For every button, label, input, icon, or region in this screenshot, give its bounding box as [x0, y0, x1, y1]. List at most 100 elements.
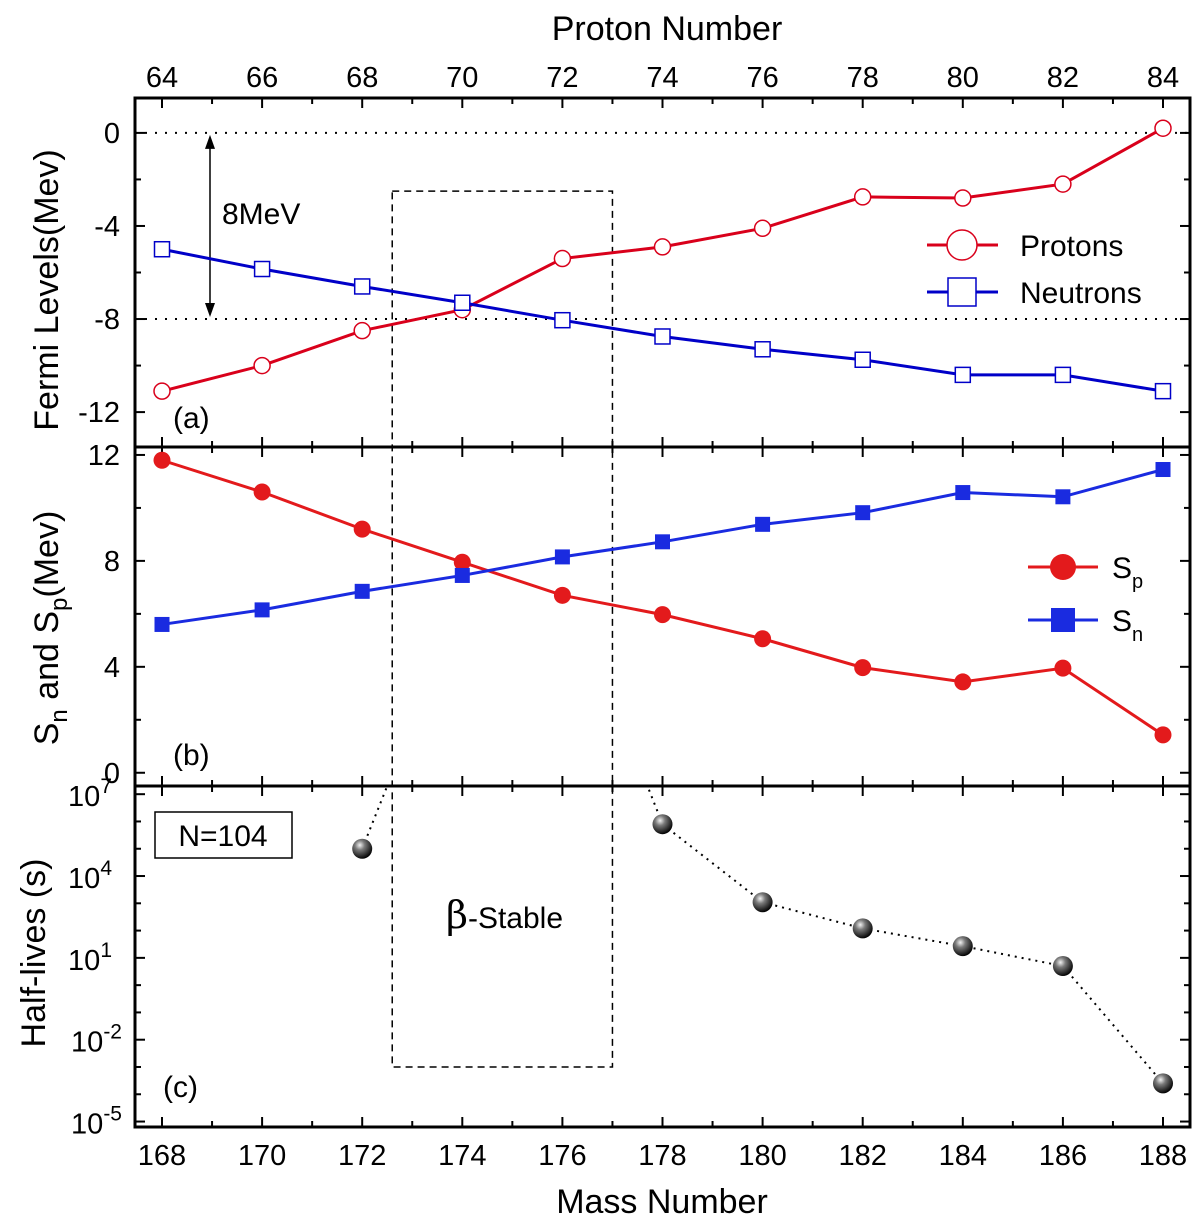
y-tick-label: -12 [78, 397, 120, 429]
legend-b: Sp Sn [1028, 552, 1143, 646]
top-tick-label: 70 [446, 62, 478, 94]
halflife-point [1153, 1073, 1173, 1094]
top-tick-label: 78 [847, 62, 879, 94]
panel-a-ylabel: Fermi Levels(Mev) [28, 149, 66, 430]
top-axis-title: Proton Number [552, 10, 783, 48]
data-point-protons [253, 356, 271, 375]
ylabel-b-sub2: p [46, 598, 73, 611]
panel-b-ylabel: Sn and Sp(Mev) [28, 511, 73, 746]
y-tick-base: 10 [68, 863, 100, 895]
data-point-sp [854, 659, 872, 677]
data-point-neutrons [954, 366, 972, 384]
halflife-point [352, 838, 373, 859]
top-tick-label: 84 [1147, 62, 1179, 94]
top-tick-label: 76 [746, 62, 778, 94]
y-tick-label: 0 [104, 118, 120, 150]
y-tick-exponent: 1 [100, 939, 112, 962]
beta-stable-box [391, 190, 614, 1068]
n104-box [154, 811, 293, 859]
panel-b-plot [153, 451, 1172, 744]
panel-a-frame [133, 96, 1192, 449]
data-point-sn [154, 616, 170, 632]
data-point-protons [353, 321, 371, 340]
data-point-protons [553, 249, 572, 268]
ylabel-b-part1: S [28, 723, 66, 746]
data-point-sn [454, 567, 470, 583]
arrow-head-bottom [205, 303, 215, 318]
data-point-sn [354, 583, 370, 599]
y-tick-base: 10 [68, 781, 100, 813]
data-point-sp [153, 451, 171, 469]
top-tick-label: 68 [346, 62, 378, 94]
halflife-point [852, 918, 873, 939]
data-point-sp [754, 630, 772, 648]
x-tick-label: 180 [738, 1140, 786, 1172]
y-tick-label: 10-2 [71, 1021, 122, 1059]
data-point-sp [654, 606, 671, 624]
y-tick-label: 12 [88, 440, 120, 472]
x-tick-label: 168 [138, 1140, 186, 1172]
ylabel-b-sub1: n [46, 709, 73, 722]
legend-neutrons-label: Neutrons [1020, 277, 1142, 310]
x-tick-label: 178 [638, 1140, 686, 1172]
y-tick-label: 4 [104, 652, 120, 684]
x-tick-label: 172 [338, 1140, 386, 1172]
arrow-head-top [205, 134, 215, 149]
legend-sp-label: Sp [1112, 552, 1143, 593]
data-point-sn [1055, 489, 1071, 505]
panel-a-plot [135, 119, 1190, 400]
top-tick-label: 64 [146, 62, 178, 94]
y-tick-label: 101 [68, 939, 112, 977]
halflife-point [652, 814, 673, 835]
y-tick-exponent: -2 [103, 1021, 122, 1044]
halflife-point [952, 936, 973, 957]
panel-a-label: (a) [173, 402, 210, 435]
y-tick-exponent: 7 [100, 775, 112, 798]
legend-sn-marker [1051, 608, 1075, 632]
data-point-neutrons [654, 328, 671, 345]
y-tick-base: 10 [71, 1027, 103, 1059]
stable-text: -Stable [468, 902, 563, 935]
data-point-neutrons [1154, 382, 1172, 400]
panel-c-plot [352, 785, 1173, 1094]
data-point-protons [853, 188, 872, 206]
ylabel-b-part3: (Mev) [28, 511, 66, 598]
series-line-protons [161, 126, 1164, 393]
beta-stable-label: β-Stable [446, 893, 563, 937]
data-point-sp [453, 553, 471, 571]
top-tick-label: 66 [246, 62, 278, 94]
data-point-sp [1154, 726, 1172, 744]
data-point-neutrons [854, 351, 871, 368]
legend-a: Protons Neutrons [927, 229, 1142, 310]
data-point-sn [655, 534, 670, 550]
data-point-sn [1155, 462, 1171, 478]
halflife-point [1052, 956, 1073, 977]
offscale-link [361, 785, 389, 850]
beta-symbol: β [446, 893, 468, 937]
top-tick-label: 74 [646, 62, 678, 94]
data-point-neutrons [1054, 366, 1072, 384]
panel-c-frame [133, 784, 1192, 1129]
arrow-label: 8MeV [222, 198, 300, 231]
top-tick-label: 80 [947, 62, 979, 94]
y-tick-label: 0 [104, 758, 120, 790]
series-line-neutrons [161, 247, 1164, 393]
top-tick-label: 72 [546, 62, 578, 94]
legend-sn-sub: n [1132, 624, 1143, 646]
y-tick-exponent: -5 [103, 1103, 122, 1126]
data-point-sp [553, 586, 571, 604]
legend-sp-sub: p [1132, 571, 1143, 593]
n104-label: N=104 [178, 820, 267, 853]
top-tick-label: 82 [1047, 62, 1079, 94]
x-tick-label: 186 [1039, 1140, 1087, 1172]
data-point-protons [753, 219, 772, 238]
data-point-sn [855, 505, 871, 521]
y-tick-exponent: 4 [100, 857, 112, 880]
data-point-sp [954, 673, 972, 691]
data-point-sp [1054, 659, 1072, 677]
y-tick-label: 8 [104, 546, 120, 578]
legend-protons-label: Protons [1020, 230, 1123, 263]
y-tick-label: 104 [68, 857, 112, 895]
data-point-sp [253, 483, 271, 501]
